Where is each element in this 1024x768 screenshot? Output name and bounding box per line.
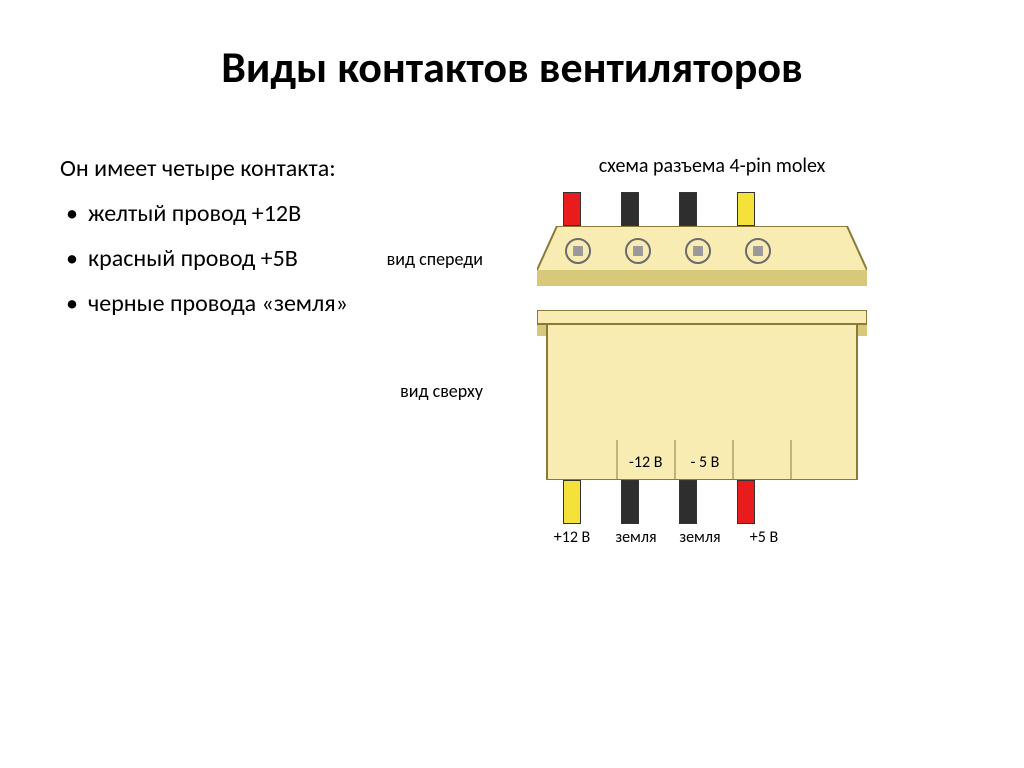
wire-icon: [621, 480, 639, 524]
intro-text: Он имеет четыре контакта:: [60, 154, 420, 183]
pin-icon: [625, 238, 651, 264]
diagram-area: схема разъема 4-pin molex вид спереди: [460, 154, 964, 547]
page-title: Виды контактов вентиляторов: [60, 40, 964, 94]
internal-label: -12 В: [629, 453, 662, 472]
pin-label: +5 В: [741, 528, 787, 547]
connector-front-body: [537, 226, 867, 286]
pin-label: земля: [677, 528, 723, 547]
wire-icon: [563, 192, 581, 226]
diagram-title: схема разъема 4-pin molex: [460, 154, 964, 178]
pin-label: +12 В: [549, 528, 595, 547]
pin-icon: [565, 238, 591, 264]
wire-icon: [563, 480, 581, 524]
bullet-item: черные провода «земля»: [60, 289, 420, 318]
pin-label: земля: [613, 528, 659, 547]
top-view-label: вид сверху: [400, 380, 483, 402]
front-view-label: вид спереди: [387, 248, 483, 270]
top-view: вид сверху -12 В: [497, 310, 927, 547]
front-view: вид спереди: [497, 192, 927, 286]
bullet-item: желтый провод +12В: [60, 199, 420, 228]
bullet-item: красный провод +5В: [60, 244, 420, 273]
wire-icon: [737, 192, 755, 226]
internal-label: - 5 В: [690, 453, 719, 472]
wire-icon: [737, 480, 755, 524]
text-block: Он имеет четыре контакта: желтый провод …: [60, 154, 420, 547]
pin-icon: [685, 238, 711, 264]
connector-top-body: -12 В - 5 В: [537, 310, 867, 480]
wire-icon: [679, 480, 697, 524]
wire-icon: [679, 192, 697, 226]
wire-icon: [621, 192, 639, 226]
pin-icon: [745, 238, 771, 264]
